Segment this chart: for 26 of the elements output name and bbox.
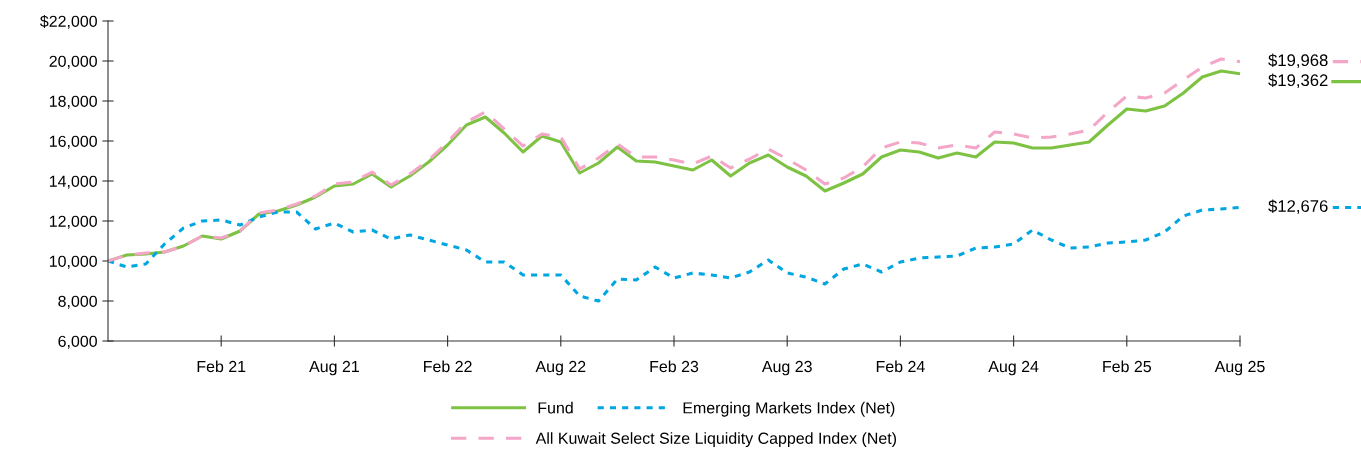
legend-label: Fund [538, 401, 573, 414]
x-tick-label: Feb 23 [650, 360, 699, 373]
data-label: $12,676 [1268, 199, 1328, 214]
y-tick-label: 8,000 [58, 295, 97, 309]
x-tick-label: Aug 25 [1214, 360, 1265, 376]
line-series [108, 205, 1240, 303]
x-tick-label: Aug 22 [535, 360, 586, 376]
x-tick-label: Aug 24 [988, 360, 1039, 376]
y-tick-label: 20,000 [49, 55, 97, 69]
x-tick-label: Aug 21 [309, 360, 359, 376]
x-tick-label: Feb 22 [424, 360, 472, 373]
y-tick-label: 16,000 [49, 135, 97, 149]
x-tick-label: Feb 24 [876, 360, 925, 373]
y-tick-label: 12,000 [49, 215, 97, 229]
x-tick-label: Aug 23 [761, 360, 812, 376]
x-tick-label: Feb 21 [197, 360, 246, 373]
y-tick-label: 14,000 [49, 175, 97, 189]
data-label: $19,362 [1268, 73, 1328, 89]
data-label: $19,968 [1268, 53, 1328, 69]
y-tick-label: 6,000 [58, 335, 97, 349]
y-tick-label: 18,000 [49, 95, 97, 109]
legend-label: All Kuwait Select Size Liquidity Capped Index (Net) [535, 432, 897, 448]
legend-label: Emerging Markets Index (Net) [683, 401, 895, 417]
x-tick-label: Feb 25 [1103, 360, 1151, 373]
y-tick-label: 10,000 [49, 255, 97, 269]
y-tick-label: $22,000 [40, 14, 97, 29]
